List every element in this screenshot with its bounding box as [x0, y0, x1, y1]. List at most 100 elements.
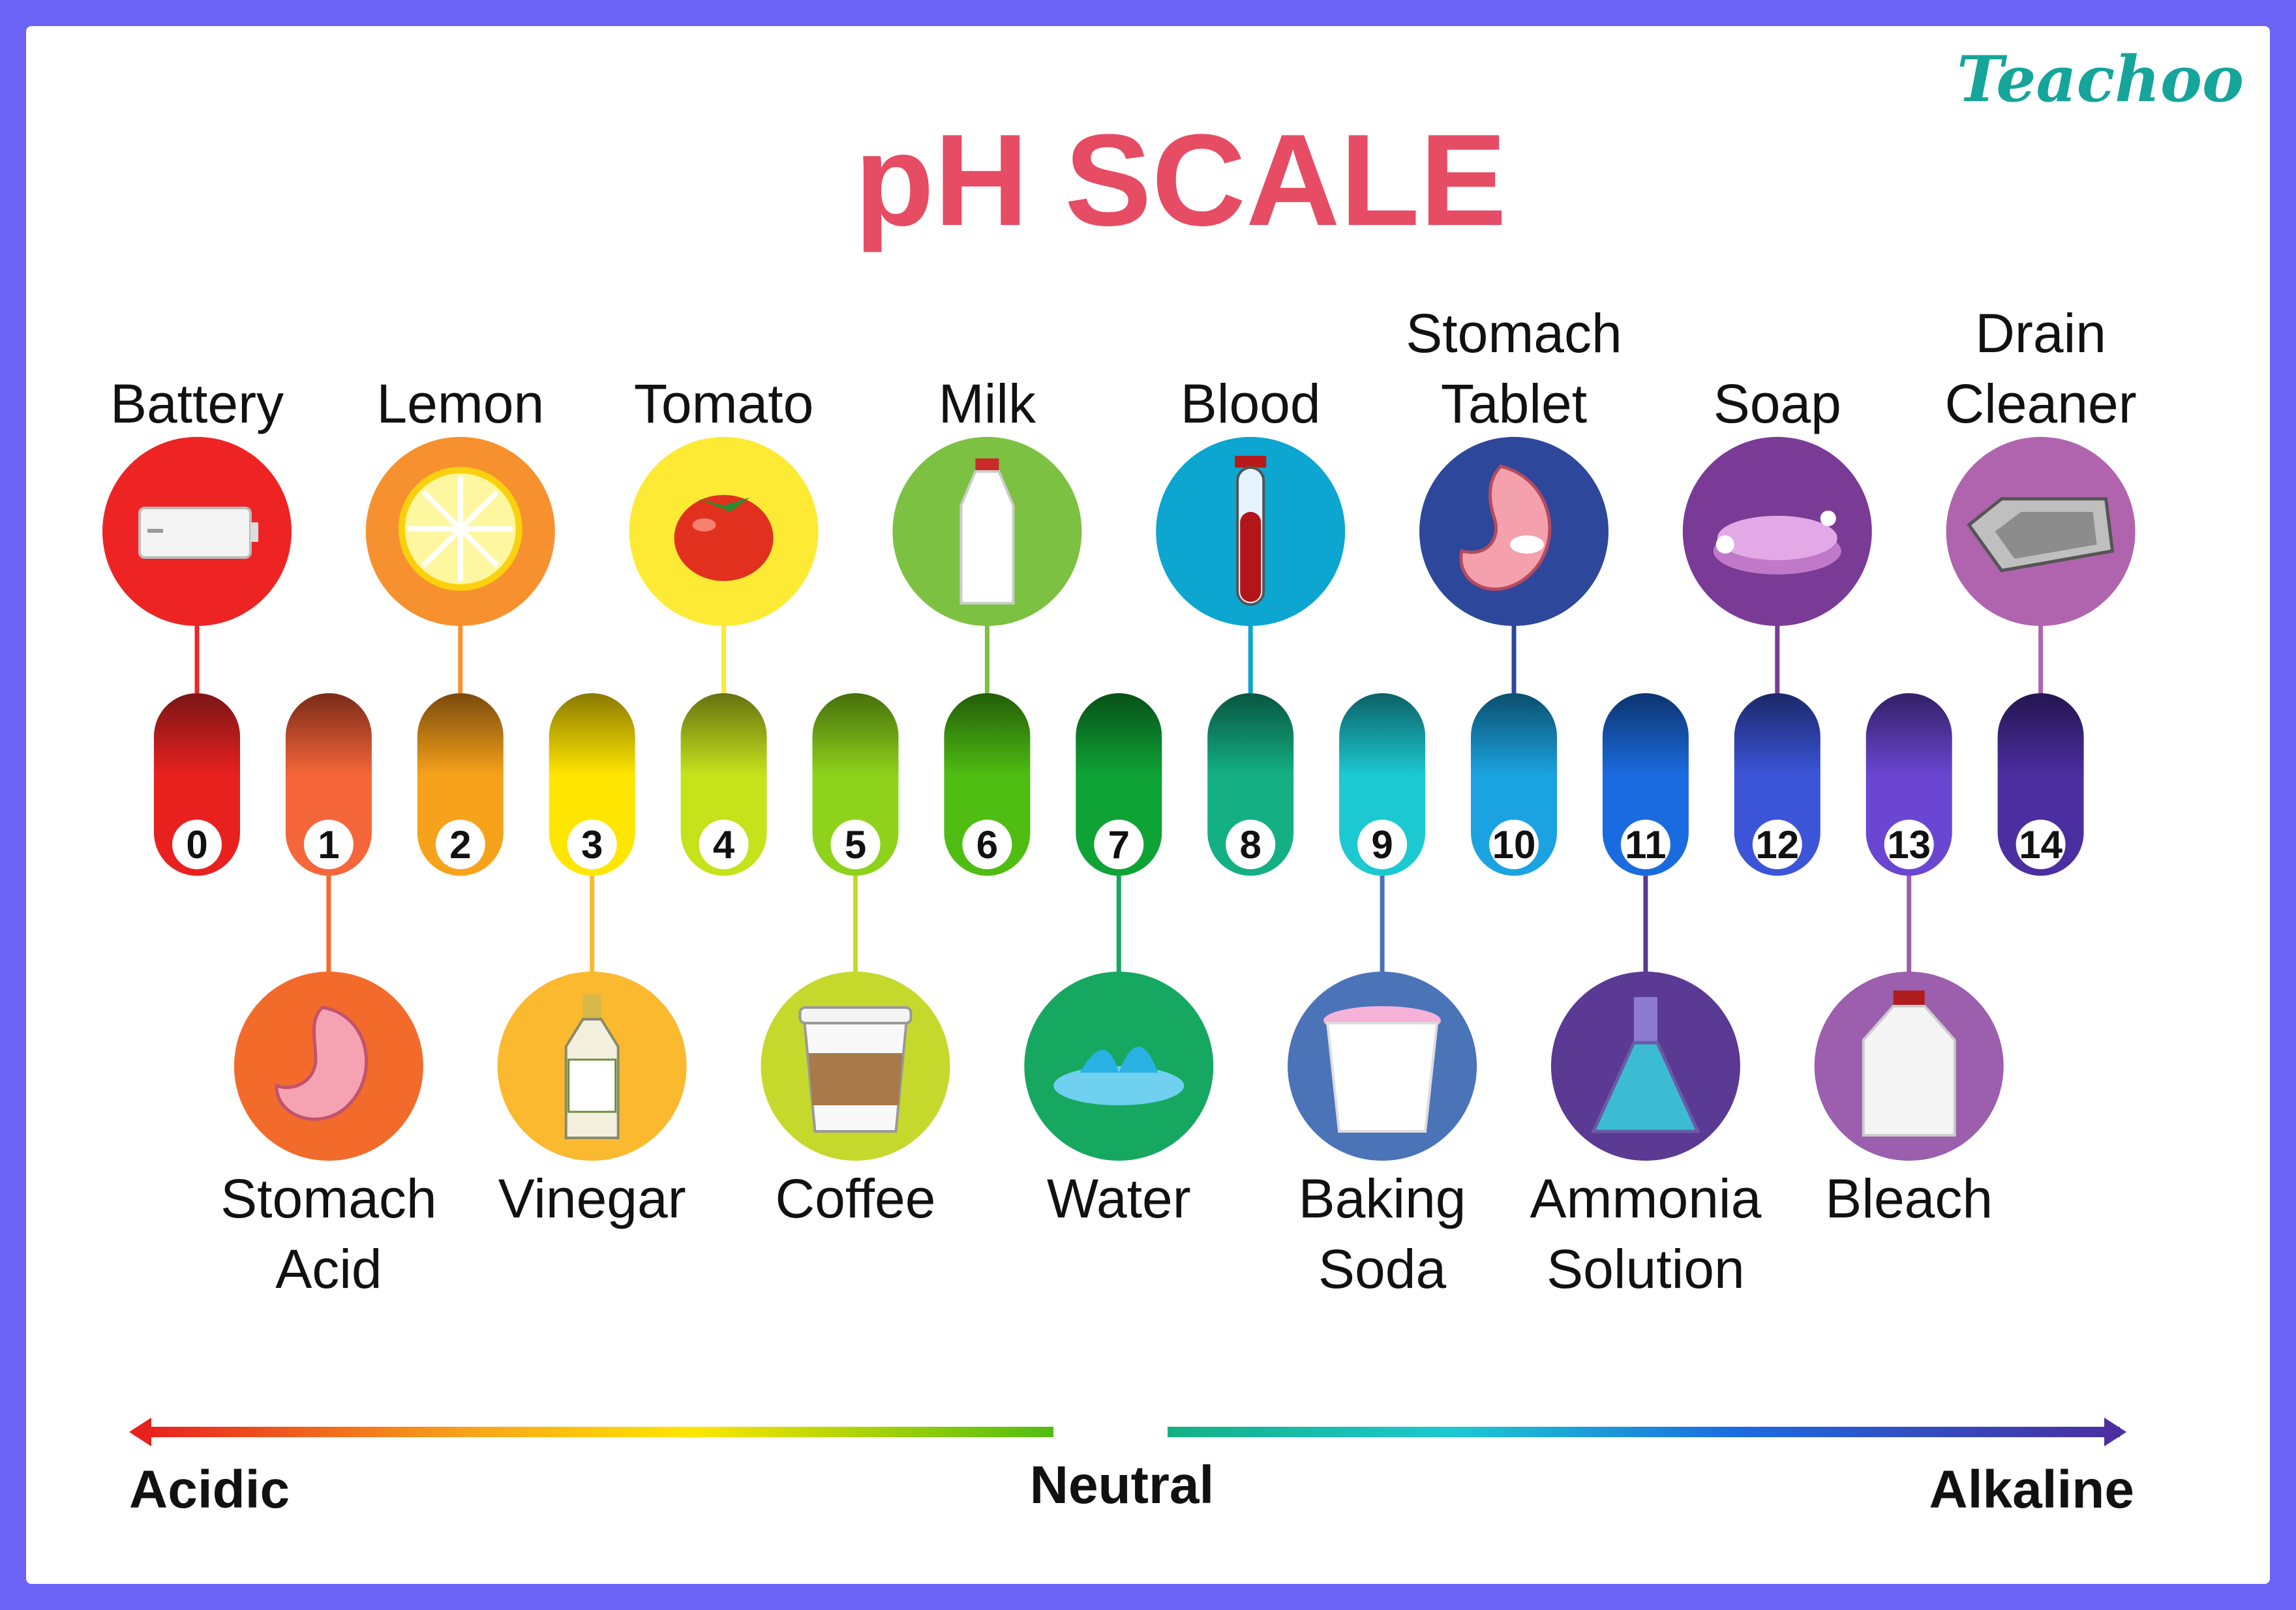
acidic-arrowhead — [129, 1418, 151, 1446]
ph-number-badge — [435, 820, 485, 869]
ph-number-badge — [172, 820, 222, 869]
sample-label: Cleaner — [1945, 373, 2137, 434]
brand-logo: Teachoo — [1957, 42, 2244, 116]
ph-number: 14 — [2019, 823, 2062, 867]
flask-icon — [1591, 997, 1700, 1133]
ph-item-1: Stomach Acid 1 — [220, 693, 437, 1300]
ph-number-badge — [1357, 820, 1408, 869]
ph-number-badge — [962, 820, 1012, 869]
ph-item-14: Drain Cleaner 14 — [1945, 303, 2137, 876]
ph-tube — [1734, 693, 1820, 876]
sample-label: Blood — [1181, 373, 1321, 434]
stomach-tablet-icon — [1459, 464, 1552, 591]
sample-label: Lemon — [376, 373, 544, 434]
sample-label: Tomato — [634, 373, 813, 434]
ph-item-10: Stomach Tablet 10 — [1406, 303, 1622, 876]
ph-item-4: Tomato 4 — [629, 373, 819, 876]
sample-label: Milk — [939, 373, 1036, 434]
ph-number: 5 — [845, 823, 866, 867]
ph-number: 9 — [1371, 823, 1393, 867]
sample-label: Baking — [1299, 1168, 1466, 1229]
acidic-arrow-line — [147, 1427, 1053, 1437]
ph-tube — [1339, 693, 1426, 876]
ph-item-5: Coffee 5 — [761, 693, 950, 1229]
ph-item-8: Blood 8 — [1156, 373, 1346, 876]
soap-icon — [1713, 511, 1841, 574]
sample-label: Drain — [1975, 303, 2106, 364]
ph-number: 8 — [1240, 823, 1261, 867]
ph-item-11: Ammonia Solution 11 — [1530, 693, 1762, 1300]
bleach-jug-icon — [1862, 991, 1956, 1137]
ph-number-badge — [1620, 820, 1670, 869]
sample-label: Ammonia — [1530, 1168, 1762, 1229]
stomach-icon — [275, 1006, 369, 1121]
ph-tube — [1602, 693, 1689, 876]
ph-items: Battery 0 Stomach Acid 1 Lemon 2 Vinegar 3 Tomato… — [102, 303, 2137, 1300]
sample-label: Acid — [275, 1238, 382, 1300]
alkaline-arrowhead — [2104, 1418, 2126, 1446]
ph-tube — [1471, 693, 1557, 876]
ph-number-badge — [699, 820, 749, 869]
sample-label: Stomach — [220, 1168, 437, 1229]
sample-label: Water — [1047, 1168, 1191, 1229]
ph-number-badge — [567, 820, 617, 869]
ph-number-badge — [1884, 820, 1934, 869]
ph-tube — [812, 693, 899, 876]
alkaline-arrow-line — [1168, 1427, 2120, 1437]
ph-number-badge — [830, 820, 881, 869]
ph-number: 2 — [449, 823, 471, 867]
ph-number: 3 — [581, 823, 603, 867]
milk-bottle-icon — [959, 458, 1015, 604]
coffee-cup-icon — [798, 1006, 913, 1133]
ph-tube — [549, 693, 635, 876]
sample-label: Coffee — [776, 1168, 936, 1229]
ph-item-6: Milk 6 — [892, 373, 1082, 876]
page-title: pH SCALE — [854, 108, 1507, 253]
battery-icon — [138, 507, 258, 559]
ph-tube — [1076, 693, 1162, 876]
sample-label: Soda — [1318, 1238, 1446, 1300]
ph-number-badge — [1752, 820, 1802, 869]
sample-label: Stomach — [1406, 303, 1622, 364]
ph-number-badge — [303, 820, 354, 869]
ph-tube — [1207, 693, 1294, 876]
axis: Acidic Neutral Alkaline — [129, 1418, 2134, 1519]
ph-tube — [285, 693, 372, 876]
ph-number-badge — [1094, 820, 1144, 869]
ph-number: 6 — [976, 823, 998, 867]
ph-tube — [1997, 693, 2084, 876]
sample-label: Bleach — [1825, 1168, 1993, 1229]
neutral-label: Neutral — [1030, 1455, 1215, 1515]
vinegar-bottle-icon — [564, 994, 620, 1139]
sample-label: Vinegar — [498, 1168, 686, 1229]
alkaline-label: Alkaline — [1929, 1460, 2134, 1519]
ph-item-2: Lemon 2 — [365, 373, 555, 876]
ph-tube — [154, 693, 240, 876]
ph-item-0: Battery 0 — [102, 373, 292, 876]
ph-number: 10 — [1492, 823, 1536, 867]
blood-tube-icon — [1235, 456, 1267, 606]
acidic-label: Acidic — [129, 1460, 290, 1519]
lemon-icon — [398, 467, 522, 591]
sample-label: Tablet — [1441, 373, 1587, 434]
ph-item-9: Baking Soda 9 — [1288, 693, 1477, 1300]
ph-item-12: Soap 12 — [1682, 373, 1872, 876]
ph-number: 12 — [1755, 823, 1799, 867]
ph-number-badge — [2016, 820, 2066, 869]
ph-number-badge — [1226, 820, 1276, 869]
sample-label: Battery — [110, 373, 284, 434]
ph-number: 11 — [1625, 823, 1666, 867]
sink-icon — [1967, 497, 2115, 573]
ph-number: 4 — [713, 823, 735, 867]
sample-label: Soap — [1714, 373, 1841, 434]
ph-tube — [417, 693, 504, 876]
ph-number: 1 — [318, 823, 339, 867]
baking-soda-icon — [1323, 1006, 1442, 1133]
ph-item-7: Water 7 — [1024, 693, 1214, 1229]
ph-tube — [1865, 693, 1952, 876]
ph-number: 13 — [1887, 823, 1931, 867]
ph-item-13: Bleach 13 — [1814, 693, 2004, 1229]
ph-tube — [944, 693, 1031, 876]
ph-item-3: Vinegar 3 — [497, 693, 687, 1229]
